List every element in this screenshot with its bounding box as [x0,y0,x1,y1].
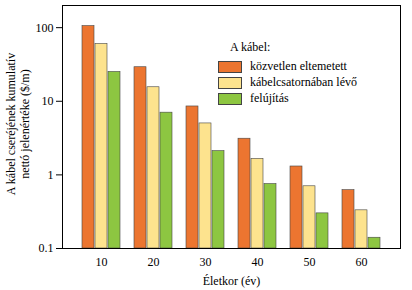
svg-text:10: 10 [42,94,54,108]
html-text:közvetlen eltemetett: közvetlen eltemetett [250,59,347,73]
html-text:A kábel:: A kábel: [230,40,271,54]
svg-text:Életkor (év): Életkor (év) [203,274,261,288]
svg-text:60: 60 [356,255,368,269]
svg-text:100: 100 [36,20,54,34]
html-text:A kábel cseréjének kumulatív n: A kábel cseréjének kumulatív nettó jelen… [4,52,32,196]
svg-text:1: 1 [48,168,54,182]
svg-text:0.1: 0.1 [39,241,54,255]
svg-text:30: 30 [200,255,212,269]
html-text:felújítás: felújítás [250,91,289,105]
html-text:kábelcsatornában lévő: kábelcsatornában lévő [250,75,357,89]
svg-text:20: 20 [148,255,160,269]
svg-text:10: 10 [96,255,108,269]
svg-text:40: 40 [252,255,264,269]
svg-text:50: 50 [304,255,316,269]
